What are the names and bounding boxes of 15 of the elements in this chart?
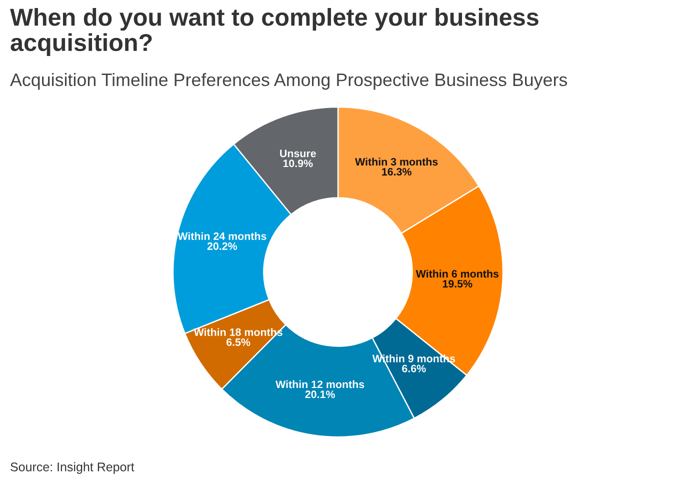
data-label: 20.2% <box>207 242 238 250</box>
slice-label: Within 6 months <box>416 270 498 278</box>
data-label: 19.5% <box>442 280 472 288</box>
data-label: 6.5% <box>226 338 250 346</box>
data-label: 16.3% <box>382 168 412 176</box>
data-label: 10.9% <box>283 160 313 168</box>
slice-label: Within 24 months <box>178 232 266 240</box>
data-label: 6.6% <box>402 364 426 372</box>
slice-label: Within 12 months <box>276 380 364 388</box>
slice-label: Within 3 months <box>355 158 438 166</box>
data-label: 20.1% <box>305 390 335 398</box>
chart-subtitle: Acquisition Timeline Preferences Among Prospective Business Buyers <box>10 73 568 90</box>
slice-label: Unsure <box>280 150 316 158</box>
source-note: Source: Insight Report <box>10 462 134 474</box>
chart-title: When do you want to complete your business acquisition? <box>10 8 538 56</box>
